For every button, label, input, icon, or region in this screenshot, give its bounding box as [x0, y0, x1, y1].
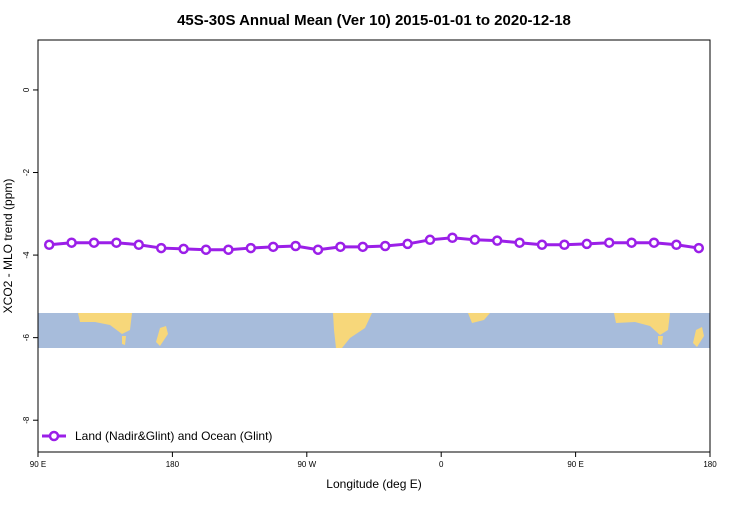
- data-point: [245, 242, 257, 254]
- data-point: [267, 241, 279, 253]
- data-point: [290, 240, 301, 252]
- data-point: [111, 237, 122, 248]
- legend-label: Land (Nadir&Glint) and Ocean (Glint): [75, 429, 272, 443]
- data-point: [88, 237, 100, 248]
- data-point: [447, 232, 458, 243]
- y-tick-label: -4: [22, 251, 31, 259]
- data-point: [223, 244, 234, 255]
- y-tick-label: -6: [22, 334, 31, 342]
- data-point: [603, 237, 615, 248]
- legend: Land (Nadir&Glint) and Ocean (Glint): [42, 429, 272, 443]
- data-point: [43, 239, 55, 251]
- data-point: [626, 237, 637, 248]
- plot-frame: [37, 39, 711, 453]
- y-tick-label: -2: [22, 168, 31, 176]
- data-point: [155, 242, 167, 254]
- x-tick-label: 90 E: [30, 460, 46, 469]
- y-tick-label: -8: [22, 416, 31, 424]
- legend-marker: [48, 430, 60, 442]
- y-tick-label: 0: [22, 87, 31, 92]
- data-point: [693, 242, 705, 254]
- data-point: [648, 237, 660, 248]
- data-point: [357, 241, 369, 253]
- data-point: [379, 240, 391, 252]
- series-line: [49, 236, 700, 252]
- x-tick-label: 180: [703, 460, 717, 469]
- data-point: [424, 234, 436, 246]
- data-point: [66, 237, 77, 248]
- x-axis-label: Longitude (deg E): [326, 477, 421, 491]
- x-tick-label: 0: [439, 460, 444, 469]
- map-strip: [38, 313, 710, 348]
- data-point: [469, 234, 481, 246]
- data-point: [671, 239, 682, 251]
- data-point: [491, 235, 503, 246]
- data-point: [335, 241, 346, 253]
- x-tick-label: 180: [166, 460, 180, 469]
- chart-title: 45S-30S Annual Mean (Ver 10) 2015-01-01 …: [177, 12, 571, 29]
- y-axis-label: XCO2 - MLO trend (ppm): [1, 179, 15, 314]
- data-point: [133, 239, 145, 251]
- x-tick-label: 90 E: [567, 460, 583, 469]
- data-point: [402, 238, 413, 250]
- data-point: [200, 244, 212, 255]
- x-tick-label: 90 W: [297, 460, 316, 469]
- data-point: [514, 237, 525, 248]
- data-point: [312, 244, 324, 255]
- data-point: [178, 243, 189, 255]
- data-point: [536, 239, 548, 251]
- data-point: [559, 239, 570, 251]
- data-point: [581, 238, 593, 250]
